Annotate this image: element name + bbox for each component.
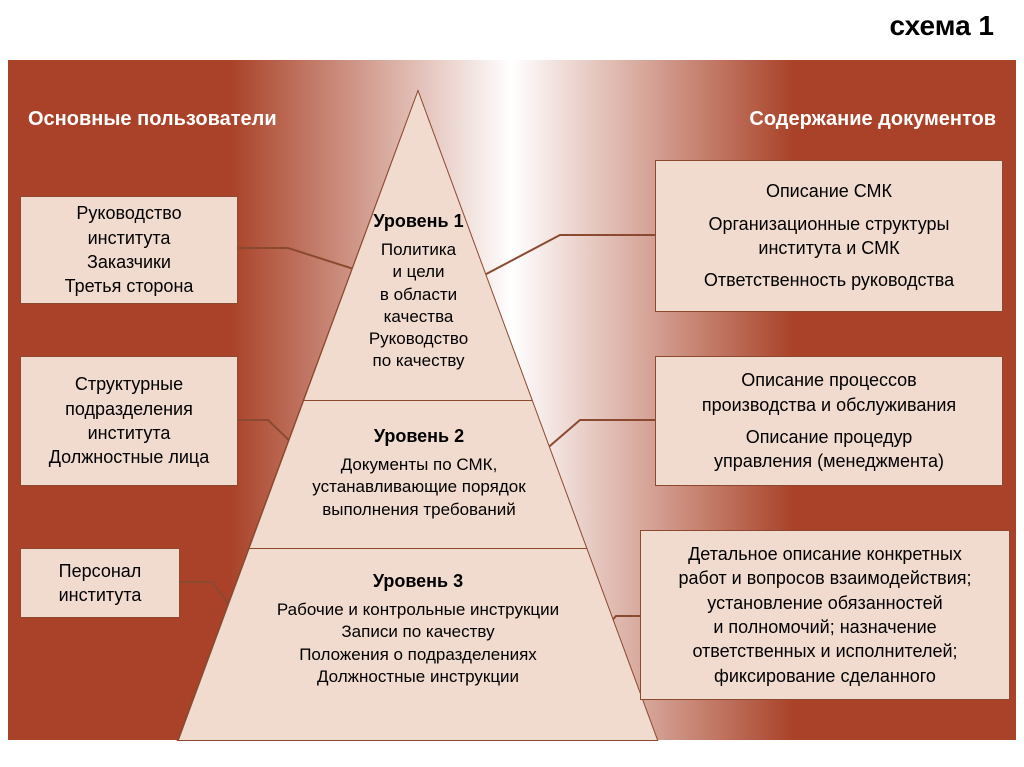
level-body: Документы по СМК,устанавливающие порядок… <box>290 454 548 520</box>
pyramid-level-2: Уровень 2 Документы по СМК,устанавливающ… <box>290 425 548 521</box>
level-body: Рабочие и контрольные инструкцииЗаписи п… <box>232 599 604 687</box>
level-title: Уровень 1 <box>352 210 485 233</box>
level-title: Уровень 3 <box>232 570 604 593</box>
left-box-2: СтруктурныеподразделенияинститутаДолжнос… <box>20 356 238 486</box>
pyramid-divider-1 <box>304 400 532 401</box>
level-body: Политикаи целив областикачестваРуководст… <box>352 239 485 372</box>
left-box-1: Руководство институтаЗаказчикиТретья сто… <box>20 196 238 304</box>
pyramid-divider-2 <box>249 548 587 549</box>
pyramid-level-3: Уровень 3 Рабочие и контрольные инструкц… <box>232 570 604 688</box>
right-box-1: Описание СМКОрганизационные структурыинс… <box>655 160 1003 312</box>
right-box-2: Описание процессовпроизводства и обслужи… <box>655 356 1003 486</box>
right-box-3: Детальное описание конкретныхработ и воп… <box>640 530 1010 700</box>
left-box-3: Персоналинститута <box>20 548 180 618</box>
pyramid-level-1: Уровень 1 Политикаи целив областикачеств… <box>352 210 485 372</box>
level-title: Уровень 2 <box>290 425 548 448</box>
